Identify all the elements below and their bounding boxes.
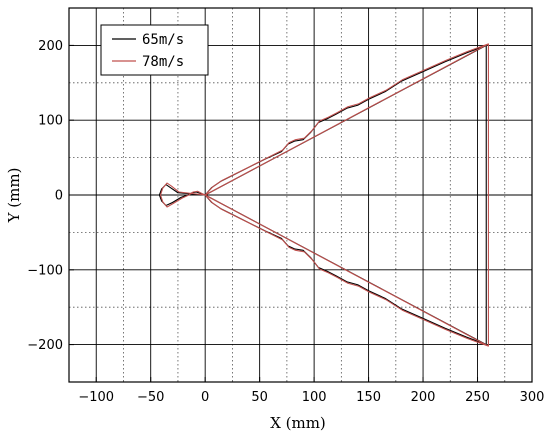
x-tick-label: 150 bbox=[356, 390, 381, 405]
legend: 65m/s 78m/s bbox=[100, 24, 209, 76]
series-line-1 bbox=[159, 43, 489, 347]
x-tick-label: 200 bbox=[411, 390, 436, 405]
x-tick-label: −100 bbox=[78, 390, 114, 405]
legend-label-78: 78m/s bbox=[142, 54, 184, 70]
ticks bbox=[69, 44, 533, 382]
legend-box bbox=[100, 24, 209, 76]
y-tick-label: 0 bbox=[55, 189, 63, 204]
x-tick-label: 250 bbox=[465, 390, 490, 405]
legend-label-65: 65m/s bbox=[142, 32, 184, 48]
y-tick-label: −200 bbox=[27, 338, 63, 353]
tick-labels: −100 −50 0 50 100 150 200 250 300 −200 −100 0 100 200 bbox=[27, 39, 544, 405]
series-layer bbox=[158, 43, 489, 347]
x-tick-label: 0 bbox=[201, 390, 209, 405]
x-tick-label: 300 bbox=[520, 390, 545, 405]
y-tick-label: 100 bbox=[38, 114, 63, 129]
minor-grid bbox=[68, 8, 532, 382]
x-tick-label: 50 bbox=[251, 390, 268, 405]
x-tick-label: 100 bbox=[302, 390, 327, 405]
y-tick-label: −100 bbox=[27, 263, 63, 278]
x-tick-label: −50 bbox=[137, 390, 164, 405]
x-axis-label: X (mm) bbox=[270, 414, 326, 432]
y-axis-label: Y (mm) bbox=[5, 168, 23, 224]
y-tick-label: 200 bbox=[38, 39, 63, 54]
